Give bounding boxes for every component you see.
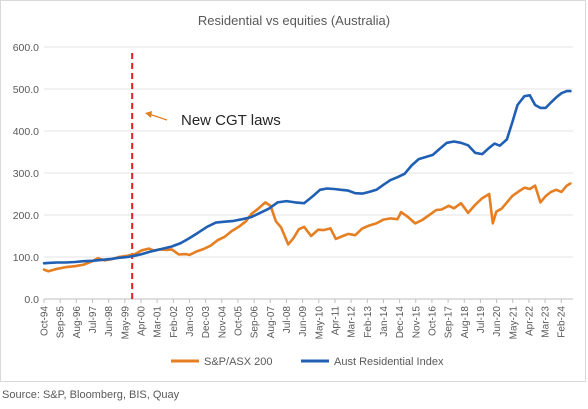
x-tick-label: Jun-09 bbox=[298, 306, 309, 337]
x-tick-label: Aug-96 bbox=[72, 306, 83, 339]
series-residential bbox=[42, 89, 572, 265]
x-tick-label: May-21 bbox=[508, 306, 519, 340]
chart-frame: Residential vs equities (Australia) 0.0 1… bbox=[0, 0, 586, 382]
x-tick-label: Dec-03 bbox=[201, 306, 212, 339]
annotation-arrowhead bbox=[145, 111, 152, 118]
y-axis: 0.0 100.0 200.0 300.0 400.0 500.0 600.0 bbox=[13, 42, 39, 306]
x-tick-label: Mar-12 bbox=[347, 306, 358, 338]
chart-canvas: Residential vs equities (Australia) 0.0 1… bbox=[13, 13, 573, 368]
x-tick-label: Nov-04 bbox=[217, 306, 228, 339]
x-tick-label: Mar-23 bbox=[541, 306, 552, 338]
y-tick-label: 100.0 bbox=[13, 252, 39, 264]
gridlines bbox=[44, 46, 573, 300]
x-tick-label: Sep-06 bbox=[250, 306, 261, 339]
x-tick-label: Aug-07 bbox=[266, 306, 277, 339]
x-tick-label: Feb-13 bbox=[363, 306, 374, 338]
x-tick-label: Nov-15 bbox=[411, 306, 422, 339]
y-tick-label: 400.0 bbox=[13, 126, 39, 138]
x-tick-label: Sep-95 bbox=[56, 306, 67, 339]
x-tick-label: Oct-94 bbox=[40, 306, 51, 336]
x-tick-label: Jul-19 bbox=[476, 306, 487, 334]
annotation-arrow bbox=[148, 113, 168, 121]
y-tick-label: 300.0 bbox=[13, 168, 39, 180]
x-tick-label: Jul-08 bbox=[282, 306, 293, 334]
x-tick-label: Mar-01 bbox=[153, 306, 164, 338]
x-tick-label: Sep-17 bbox=[444, 306, 455, 339]
annotation: New CGT laws bbox=[131, 53, 281, 299]
chart-title: Residential vs equities (Australia) bbox=[198, 13, 390, 28]
legend-label: S&P/ASX 200 bbox=[204, 356, 273, 368]
series-sp-asx200 bbox=[42, 182, 572, 273]
x-tick-label: Aug-18 bbox=[460, 306, 471, 339]
x-tick-label: Jun-20 bbox=[492, 306, 503, 337]
x-tick-label: Oct-16 bbox=[427, 306, 438, 336]
y-tick-label: 600.0 bbox=[13, 42, 39, 54]
y-tick-label: 200.0 bbox=[13, 210, 39, 222]
x-tick-label: Feb-02 bbox=[169, 306, 180, 338]
y-tick-label: 500.0 bbox=[13, 84, 39, 96]
y-tick-label: 0.0 bbox=[24, 294, 39, 306]
source-note: Source: S&P, Bloomberg, BIS, Quay bbox=[2, 389, 180, 401]
series-lines bbox=[42, 89, 572, 273]
x-tick-label: Jun-98 bbox=[104, 306, 115, 337]
x-axis: Oct-94 Sep-95 Aug-96 Jul-97 Jun-98 May-99 Apr-… bbox=[40, 299, 568, 339]
x-tick-label: Apr-00 bbox=[136, 306, 147, 336]
legend-label: Aust Residential Index bbox=[334, 356, 444, 368]
legend: S&P/ASX 200 Aust Residential Index bbox=[171, 356, 444, 368]
x-tick-label: Apr-22 bbox=[524, 306, 535, 336]
annotation-label: New CGT laws bbox=[181, 112, 281, 129]
x-tick-label: Feb-24 bbox=[557, 306, 568, 338]
x-tick-label: Oct-05 bbox=[233, 306, 244, 336]
x-tick-label: May-10 bbox=[314, 306, 325, 340]
x-tick-label: Apr-11 bbox=[330, 306, 341, 336]
x-tick-label: Dec-14 bbox=[395, 306, 406, 339]
x-tick-label: Jan-14 bbox=[379, 306, 390, 337]
x-tick-label: Jul-97 bbox=[88, 306, 99, 334]
x-tick-label: Jan-03 bbox=[185, 306, 196, 337]
x-tick-label: May-99 bbox=[120, 306, 131, 340]
